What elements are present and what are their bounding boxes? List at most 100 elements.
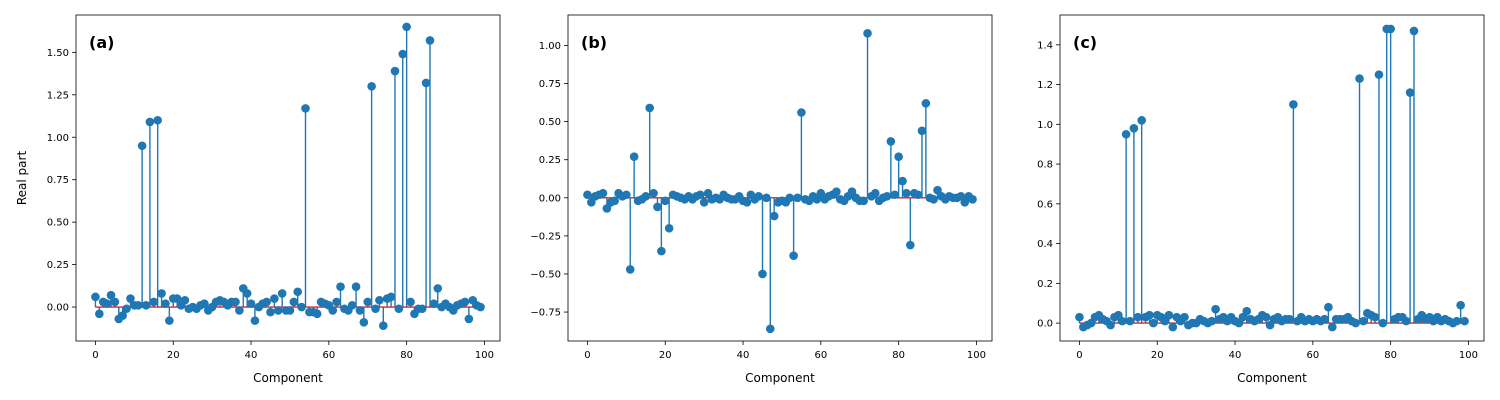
- x-tick-label: 20: [1151, 350, 1164, 361]
- stem-marker: [1460, 316, 1469, 326]
- stem-marker: [933, 185, 942, 195]
- stem-marker: [890, 190, 900, 200]
- stem-marker: [789, 251, 798, 260]
- stem-marker: [110, 297, 120, 307]
- stem-marker: [1456, 300, 1465, 310]
- chart-panel-3: 0 20 40 60 80 100 0.0 0.2 0.4 0.6 0.8 1.0 1.2 1.4 Comp…: [1037, 14, 1485, 385]
- stem-marker: [289, 297, 299, 307]
- stem-marker: [1386, 24, 1395, 34]
- x-tick-label: 40: [245, 350, 258, 361]
- stem-marker: [1137, 116, 1146, 125]
- stem-marker: [812, 195, 822, 204]
- stem-marker: [657, 246, 666, 256]
- x-tick-label: 20: [167, 350, 180, 361]
- y-tick-label: 1.50: [47, 48, 69, 59]
- stem-marker: [153, 115, 162, 125]
- y-tick-label: 0.00: [47, 303, 69, 314]
- stem-marker: [695, 190, 705, 200]
- stem-marker: [242, 289, 252, 298]
- stem-marker: [235, 306, 244, 315]
- x-tick-label: 100: [1459, 350, 1478, 361]
- stem-marker: [273, 306, 283, 315]
- stem-marker: [106, 290, 116, 300]
- y-tick-label: −0.50: [530, 269, 561, 280]
- stem-marker: [379, 321, 388, 331]
- stem-marker: [847, 187, 857, 197]
- stem-marker: [172, 294, 182, 303]
- stem-marker: [765, 324, 775, 334]
- stem-marker: [433, 284, 443, 293]
- stem-marker: [1351, 318, 1360, 328]
- stem-marker: [398, 49, 408, 59]
- stem-marker: [913, 190, 923, 200]
- panel-label: (b): [581, 33, 607, 52]
- stem-marker: [1117, 316, 1127, 326]
- stem-marker: [793, 193, 802, 203]
- y-tick-label: 1.00: [539, 41, 561, 52]
- x-axis-label: Component: [1237, 371, 1307, 385]
- stem-marker: [754, 191, 763, 201]
- x-tick-label: 80: [400, 350, 413, 361]
- stem-marker: [157, 289, 166, 298]
- stem-marker: [351, 282, 361, 291]
- chart-panel-2: 0 20 40 60 80 100 −0.75 −0.50 −0.25 0.00 0.25 0.50 0…: [530, 14, 993, 385]
- stem-marker: [863, 28, 872, 38]
- stem-marker: [625, 265, 635, 274]
- stem-marker: [347, 301, 357, 310]
- stem-marker: [312, 309, 322, 319]
- stem-marker: [231, 297, 240, 307]
- stem-marker: [200, 299, 209, 308]
- stem-marker: [1289, 100, 1298, 109]
- y-tick-label: 1.00: [47, 133, 69, 144]
- stem-marker: [301, 104, 310, 113]
- x-tick-label: 20: [659, 350, 672, 361]
- y-tick-label: −0.25: [530, 231, 561, 242]
- stem-marker: [886, 137, 896, 146]
- stem-marker: [95, 309, 104, 319]
- stem-marker: [921, 99, 931, 108]
- stem-marker: [246, 299, 256, 308]
- stem-marker: [262, 297, 271, 307]
- stem-marker: [1359, 316, 1368, 326]
- y-axis-label: Real part: [15, 151, 29, 206]
- stem-marker: [699, 198, 709, 207]
- stem-marker: [902, 188, 911, 198]
- stem-marker: [1452, 316, 1462, 326]
- stem-marker: [406, 297, 415, 307]
- stem-marker: [137, 141, 147, 151]
- x-tick-label: 100: [475, 350, 494, 361]
- stem-marker: [102, 299, 112, 308]
- stem-marker: [421, 78, 431, 88]
- stem-marker: [587, 198, 596, 207]
- stem-marker: [1405, 88, 1415, 97]
- stem-marker: [402, 22, 411, 32]
- stem-marker: [359, 318, 369, 327]
- stem-marker: [1320, 314, 1329, 324]
- stem-marker: [871, 188, 880, 198]
- stem-marker: [758, 269, 767, 279]
- stem-marker: [165, 316, 174, 325]
- axes-frame: [567, 14, 993, 342]
- panel-label: (c): [1073, 33, 1097, 52]
- x-tick-label: 80: [892, 350, 905, 361]
- stem-marker: [960, 198, 970, 207]
- axes-frame: [75, 14, 501, 342]
- stem-marker: [250, 316, 260, 325]
- stem-marker: [1168, 322, 1178, 332]
- axes-frame: [1059, 14, 1485, 342]
- stem-marker: [968, 195, 977, 204]
- stem-marker: [583, 190, 592, 200]
- stem-marker: [622, 190, 631, 200]
- x-tick-label: 0: [92, 350, 98, 361]
- chart-panel-1: 0 20 40 60 80 100 0.00 0.25 0.50 0.75 1.00 1.25 1.50…: [15, 14, 501, 385]
- y-tick-label: 0.25: [539, 155, 561, 166]
- y-tick-label: 0.00: [539, 193, 561, 204]
- stem-marker: [742, 198, 752, 207]
- stem-marker: [371, 304, 380, 314]
- stem-marker: [122, 304, 131, 314]
- stem-marker: [1355, 74, 1364, 83]
- y-tick-label: −0.75: [530, 308, 561, 319]
- stem-marker: [464, 314, 474, 324]
- stem-marker: [1370, 312, 1380, 322]
- stem-marker: [629, 152, 639, 161]
